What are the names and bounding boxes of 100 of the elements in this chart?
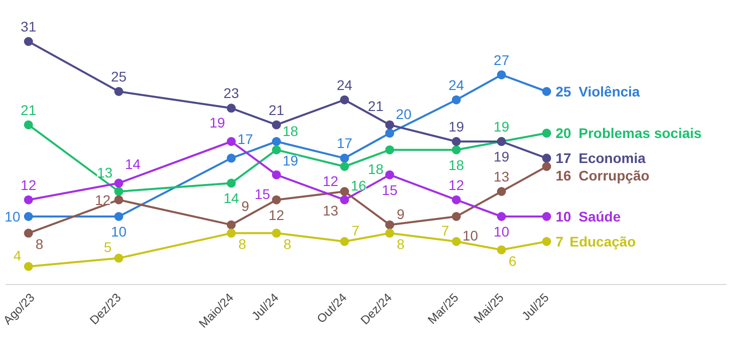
point	[24, 262, 33, 271]
point	[272, 137, 281, 146]
point	[385, 120, 394, 130]
data-label: 17	[336, 135, 353, 152]
point	[24, 212, 33, 221]
data-label: 15	[382, 182, 398, 198]
data-label: 13	[322, 202, 339, 218]
data-label: 15	[254, 186, 270, 202]
point	[340, 237, 350, 246]
data-label: 10	[494, 224, 510, 240]
point	[226, 154, 236, 163]
data-label: 27	[494, 52, 510, 68]
point	[452, 212, 461, 221]
data-label: 24	[336, 76, 353, 93]
data-label: 13	[96, 164, 113, 180]
point	[452, 237, 461, 246]
data-label: 8	[396, 236, 405, 252]
data-label: 4	[14, 248, 22, 264]
data-label: 7	[441, 222, 450, 238]
data-label: 10	[462, 228, 478, 244]
data-label: 10	[556, 208, 572, 224]
data-label: 16	[556, 167, 572, 184]
point	[114, 178, 124, 188]
point	[24, 120, 33, 130]
data-label: 20	[396, 106, 412, 122]
point	[452, 195, 461, 204]
point	[272, 145, 281, 154]
data-label: 10	[4, 208, 20, 224]
data-label: 12	[20, 176, 36, 193]
data-label: 12	[94, 192, 111, 208]
point	[452, 95, 461, 104]
point	[496, 212, 506, 221]
point	[114, 187, 124, 196]
data-label: 20	[556, 125, 572, 142]
point	[24, 37, 33, 46]
data-label: 8	[36, 236, 44, 252]
data-label: 14	[223, 190, 240, 206]
data-label: 19	[494, 118, 510, 134]
point	[114, 212, 124, 221]
data-label: 7	[556, 234, 564, 250]
data-label: 21	[20, 102, 36, 118]
data-label: 17	[237, 131, 254, 148]
point	[542, 87, 552, 96]
data-label: 18	[448, 156, 464, 173]
point	[226, 178, 236, 188]
data-label: 31	[20, 18, 36, 34]
data-label: 21	[268, 102, 284, 118]
point	[340, 195, 350, 204]
data-label: 19	[282, 152, 298, 168]
data-label: 24	[448, 76, 464, 93]
point	[542, 237, 552, 246]
point	[340, 95, 350, 104]
data-label: 5	[104, 239, 112, 256]
data-label: 25	[556, 84, 572, 100]
point	[272, 228, 281, 238]
series-label: Violência	[578, 84, 640, 100]
data-label: 8	[284, 236, 292, 252]
point	[542, 154, 552, 163]
series-label: Economia	[578, 150, 646, 166]
point	[114, 195, 124, 204]
data-label: 12	[448, 176, 464, 193]
point	[272, 195, 281, 204]
data-label: 17	[556, 150, 572, 166]
series-label: Problemas sociais	[578, 125, 702, 142]
data-label: 8	[238, 236, 246, 252]
data-label: 12	[268, 206, 284, 223]
point	[272, 120, 281, 130]
point	[24, 228, 33, 238]
data-label: 19	[494, 148, 510, 164]
data-label: 23	[223, 85, 240, 102]
point	[542, 212, 552, 221]
point	[385, 145, 394, 154]
point	[385, 170, 394, 180]
series-label: Saúde	[578, 208, 621, 224]
point	[226, 228, 236, 238]
data-label: 7	[352, 222, 360, 238]
point	[385, 128, 394, 138]
point	[542, 162, 552, 171]
data-label: 10	[110, 224, 127, 240]
point	[226, 137, 236, 146]
data-label: 12	[322, 172, 339, 189]
point	[114, 254, 124, 263]
point	[226, 220, 236, 230]
data-label: 14	[124, 156, 141, 172]
point	[385, 228, 394, 238]
point	[24, 195, 33, 204]
data-label: 19	[209, 114, 226, 130]
data-label: 25	[110, 68, 127, 84]
point	[114, 87, 124, 96]
data-label: 18	[282, 122, 298, 139]
point	[272, 170, 281, 180]
point	[452, 137, 461, 146]
data-label: 13	[494, 168, 510, 184]
series-label: Educação	[570, 234, 636, 250]
point	[452, 145, 461, 154]
point	[542, 128, 552, 138]
point	[340, 154, 350, 163]
point	[496, 245, 506, 254]
point	[340, 187, 350, 196]
data-label: 16	[350, 178, 367, 194]
